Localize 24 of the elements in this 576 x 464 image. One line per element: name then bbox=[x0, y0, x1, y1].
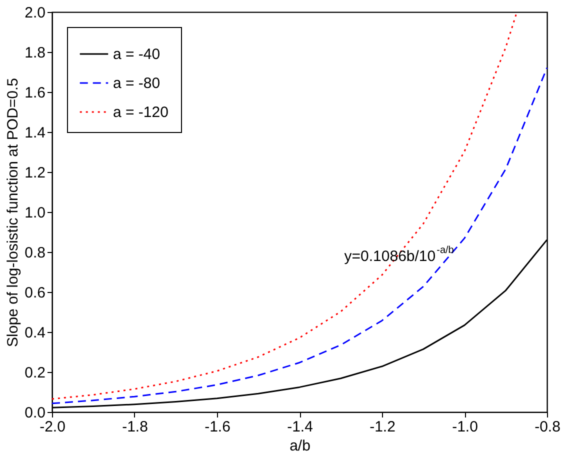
y-tick-label: 2.0 bbox=[24, 4, 46, 22]
x-tick-label: -1.2 bbox=[370, 418, 396, 436]
y-tick-label: 1.2 bbox=[24, 164, 46, 182]
y-tick-label: 1.4 bbox=[24, 124, 46, 142]
y-tick-label: 1.8 bbox=[24, 44, 46, 62]
y-tick-label: 1.0 bbox=[24, 204, 46, 222]
x-axis-title: a/b bbox=[290, 438, 310, 454]
legend-label: a = -120 bbox=[113, 104, 168, 121]
line-series bbox=[51, 67, 548, 404]
x-tick-label: -1.4 bbox=[287, 418, 313, 436]
y-tick-label: 0.2 bbox=[24, 364, 46, 382]
y-tick-label: 1.6 bbox=[24, 84, 46, 102]
legend-label: a = -40 bbox=[113, 46, 160, 63]
x-tick-label: -1.0 bbox=[452, 418, 478, 436]
x-tick-label: -0.8 bbox=[534, 418, 560, 436]
x-tick-label: -1.8 bbox=[122, 418, 148, 436]
y-tick-label: 0.8 bbox=[24, 244, 46, 262]
x-tick-label: -2.0 bbox=[40, 418, 66, 436]
y-axis-title: Slope of log-losistic function at POD=0.5 bbox=[4, 78, 22, 347]
y-tick-label: 0.4 bbox=[24, 324, 46, 342]
x-tick-label: -1.6 bbox=[204, 418, 230, 436]
legend-label: a = -80 bbox=[113, 75, 160, 92]
y-tick-label: 0.0 bbox=[24, 404, 46, 422]
y-tick-label: 0.6 bbox=[24, 284, 46, 302]
